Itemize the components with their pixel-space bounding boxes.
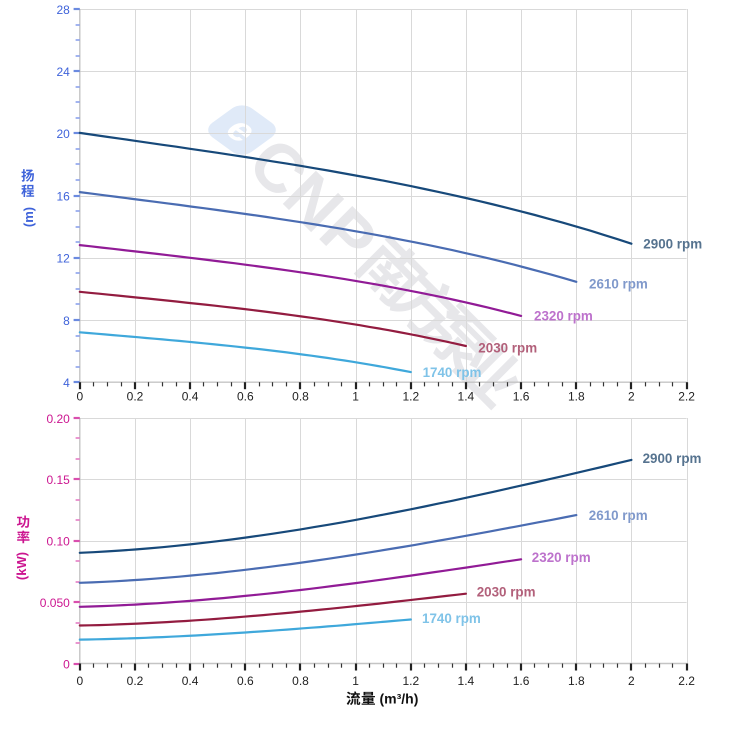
svg-text:2.2: 2.2: [678, 390, 695, 404]
svg-text:0.4: 0.4: [182, 390, 199, 404]
svg-text:16: 16: [56, 189, 70, 203]
svg-text:0.15: 0.15: [46, 473, 70, 487]
svg-text:0.4: 0.4: [182, 674, 199, 688]
svg-text:12: 12: [56, 252, 70, 266]
svg-text:0.20: 0.20: [46, 412, 70, 426]
svg-text:2: 2: [628, 674, 635, 688]
svg-text:24: 24: [56, 65, 70, 79]
svg-text:2.2: 2.2: [678, 674, 695, 688]
svg-text:0: 0: [63, 657, 70, 671]
svg-text:1.2: 1.2: [402, 674, 419, 688]
svg-text:4: 4: [63, 376, 70, 390]
svg-text:0.10: 0.10: [46, 535, 70, 549]
svg-text:1.4: 1.4: [458, 674, 475, 688]
svg-text:2030 rpm: 2030 rpm: [477, 585, 536, 600]
svg-text:2030 rpm: 2030 rpm: [478, 341, 537, 356]
svg-text:0.2: 0.2: [127, 390, 144, 404]
svg-text:0.050: 0.050: [40, 596, 70, 610]
svg-text:1: 1: [352, 674, 359, 688]
svg-text:(kW): (kW): [14, 552, 29, 580]
svg-text:2610 rpm: 2610 rpm: [589, 277, 648, 292]
svg-text:(m³/h): (m³/h): [380, 691, 419, 707]
svg-text:1.2: 1.2: [402, 390, 419, 404]
svg-text:2610 rpm: 2610 rpm: [589, 508, 648, 523]
svg-text:(m): (m): [21, 207, 36, 227]
svg-text:2: 2: [628, 390, 635, 404]
svg-text:1740 rpm: 1740 rpm: [423, 365, 482, 380]
svg-text:28: 28: [56, 3, 70, 17]
svg-text:1.8: 1.8: [568, 674, 585, 688]
svg-text:1.6: 1.6: [513, 390, 530, 404]
svg-text:1: 1: [352, 390, 359, 404]
svg-text:0: 0: [76, 390, 83, 404]
svg-text:2320 rpm: 2320 rpm: [534, 309, 593, 324]
svg-text:0.8: 0.8: [292, 390, 309, 404]
svg-text:2900 rpm: 2900 rpm: [643, 451, 702, 466]
svg-text:0.8: 0.8: [292, 674, 309, 688]
svg-text:1.8: 1.8: [568, 390, 585, 404]
svg-text:0.6: 0.6: [237, 674, 254, 688]
svg-text:8: 8: [63, 314, 70, 328]
svg-text:1740 rpm: 1740 rpm: [422, 611, 481, 626]
svg-text:1.4: 1.4: [458, 390, 475, 404]
svg-text:2900 rpm: 2900 rpm: [643, 237, 702, 252]
svg-text:0.6: 0.6: [237, 390, 254, 404]
svg-text:1.6: 1.6: [513, 674, 530, 688]
svg-text:0: 0: [76, 674, 83, 688]
svg-text:20: 20: [56, 127, 70, 141]
svg-text:0.2: 0.2: [127, 674, 144, 688]
svg-text:2320 rpm: 2320 rpm: [532, 550, 591, 565]
